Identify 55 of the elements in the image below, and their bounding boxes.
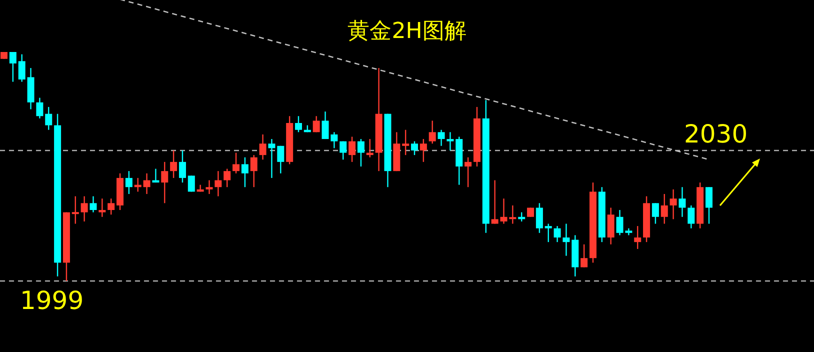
candlestick: [428, 120, 436, 144]
candlestick: [250, 154, 258, 188]
annotation: 1999: [20, 286, 84, 315]
candlestick: [580, 244, 588, 268]
candlestick: [706, 186, 712, 224]
candlestick: [294, 116, 302, 133]
candlestick: [45, 106, 52, 130]
candlestick: [509, 204, 516, 224]
candlestick: [143, 172, 150, 195]
candlestick: [438, 129, 445, 146]
candlestick: [652, 202, 659, 224]
candlestick: [108, 198, 115, 216]
candlestick: [357, 138, 364, 168]
candlestick: [90, 196, 97, 213]
candlestick: [277, 145, 284, 174]
candlestick: [660, 193, 668, 224]
candlestick: [224, 168, 231, 188]
candlestick: [340, 140, 347, 160]
candlestick: [607, 207, 614, 245]
candlestick: [420, 138, 427, 163]
candlestick: [259, 134, 266, 160]
candlestick: [161, 161, 168, 204]
candlestick: [536, 202, 543, 234]
candlestick: [634, 225, 642, 250]
candlestick: [241, 156, 248, 188]
candlestick: [125, 170, 132, 195]
candlestick: [98, 198, 106, 218]
candlestick: [544, 223, 552, 243]
candlestick: [678, 186, 686, 218]
candlestick: [688, 204, 695, 229]
chart-title: 黄金2H图解: [348, 19, 466, 44]
candlestick: [411, 140, 418, 156]
candlestick: [36, 97, 44, 120]
candlestick: [214, 170, 222, 197]
candlestick: [348, 136, 356, 163]
candlestick: [312, 116, 320, 133]
candlestick: [446, 132, 454, 152]
candlestick: [562, 223, 570, 256]
candlestick: [527, 207, 534, 218]
candlestick: [18, 54, 26, 82]
candlestick: [232, 152, 240, 174]
candlestick: [554, 225, 561, 243]
candlestick: [80, 196, 88, 222]
candlestick: [206, 180, 213, 195]
candlestick: [402, 129, 410, 156]
candlestick: [268, 138, 276, 179]
candlestick: [178, 150, 186, 184]
candlestick: [670, 188, 677, 220]
candlestick: [464, 156, 472, 188]
candlestick: [72, 196, 79, 224]
candlestick: [188, 175, 195, 192]
annotation: 2030: [684, 119, 748, 148]
candlestick: [170, 150, 178, 179]
candlestick: [152, 168, 160, 184]
candlestick: [9, 51, 16, 82]
